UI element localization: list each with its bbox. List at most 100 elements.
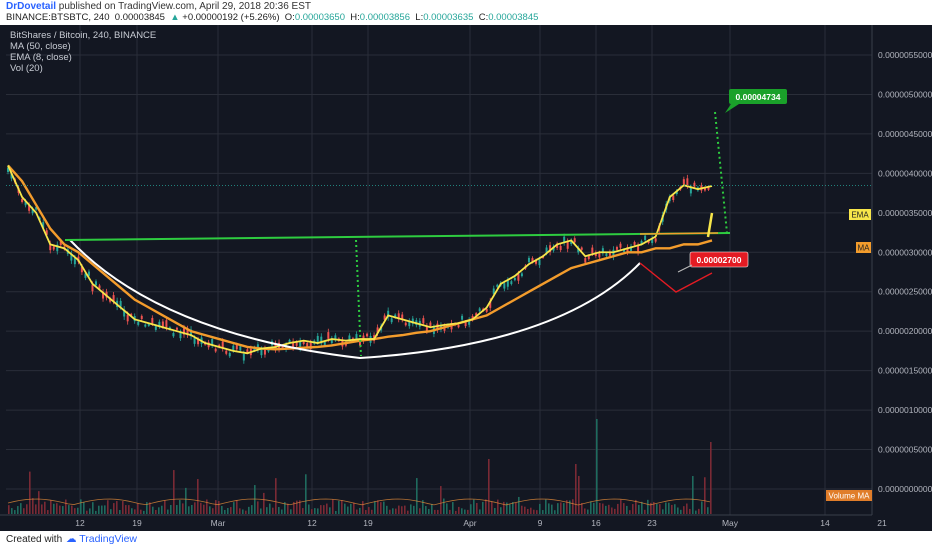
volume-bar	[281, 509, 283, 514]
volume-bar	[116, 501, 118, 514]
candle-body	[197, 339, 200, 345]
volume-bar	[68, 505, 70, 514]
candle-body	[327, 332, 330, 339]
volume-bar	[119, 510, 121, 514]
volume-bar	[536, 510, 538, 514]
candle-body	[56, 244, 59, 252]
published-text: published on TradingView.com, April 29, …	[58, 1, 311, 12]
volume-bar	[80, 499, 82, 514]
footer: Created with ☁ TradingView	[0, 531, 932, 550]
candle-body	[545, 247, 548, 253]
candle-body	[295, 342, 298, 346]
ema-axis-tag: EMA	[849, 209, 871, 220]
candle-body	[556, 243, 559, 248]
volume-bar	[179, 500, 181, 514]
volume-bar	[515, 502, 517, 514]
candle-body	[309, 342, 312, 350]
volume-bar	[173, 470, 175, 514]
volume-bar	[530, 507, 532, 514]
target-label[interactable]: 0.00004734	[725, 89, 787, 113]
candle-body	[119, 300, 122, 307]
candle-body	[70, 253, 73, 261]
legend-ema[interactable]: EMA (8, close)	[10, 52, 72, 63]
volume-bar	[602, 503, 604, 514]
target-dotted-line	[714, 111, 728, 234]
volume-bar	[113, 503, 115, 514]
y-tick-label: 0.0000015000	[878, 366, 932, 376]
close-value: 0.00003845	[488, 12, 539, 23]
volume-bar	[542, 510, 544, 514]
volume-bar	[101, 505, 103, 514]
candle-body	[387, 310, 390, 318]
candle-body	[615, 246, 618, 250]
y-tick-label: 0.0000030000	[878, 247, 932, 257]
volume-bar	[683, 506, 685, 514]
candle-body	[144, 324, 147, 327]
volume-bar	[245, 510, 247, 514]
volume-bar	[47, 510, 49, 514]
y-tick-label: 0.0000005000	[878, 445, 932, 455]
candle-body	[161, 321, 164, 327]
candle-body	[320, 336, 323, 344]
candle-body	[211, 339, 214, 346]
symbol-label: BINANCE:BTSBTC, 240	[6, 12, 110, 23]
candle-body	[355, 334, 358, 340]
volume-bar	[578, 476, 580, 514]
candle-body	[235, 344, 238, 350]
volume-bar	[590, 501, 592, 514]
y-tick-label: 0.0000035000	[878, 208, 932, 218]
x-tick-label: 9	[538, 518, 543, 528]
tradingview-logo-icon[interactable]: ☁ TradingView	[66, 533, 138, 545]
candle-body	[408, 320, 411, 327]
ma-axis-tag-text: MA	[858, 244, 871, 253]
chart-area[interactable]: 0.00004734 0.00002700 0.0000055000 0.00000…	[0, 25, 932, 531]
candle-body	[175, 327, 178, 330]
candle-body	[464, 322, 467, 327]
volume-bar	[473, 499, 475, 514]
legend-vol[interactable]: Vol (20)	[10, 63, 43, 74]
candle-body	[154, 326, 157, 330]
candle-body	[468, 319, 471, 325]
candle-body	[246, 349, 249, 353]
candle-body	[84, 273, 87, 278]
volume-ma-axis-tag-box	[826, 490, 872, 501]
volume-bar	[107, 500, 109, 514]
volume-bar	[77, 507, 79, 514]
volume-bar	[329, 507, 331, 514]
volume-bar	[692, 476, 694, 514]
volume-bar	[506, 502, 508, 514]
volume-bar	[470, 504, 472, 514]
volume-bar	[338, 500, 340, 514]
candle-body	[422, 318, 425, 324]
volume-bar	[383, 501, 385, 514]
x-tick-label: May	[722, 518, 739, 528]
candle-body	[584, 258, 587, 263]
volume-bar	[305, 474, 307, 514]
high-value: 0.00003856	[359, 12, 410, 23]
volume-bar	[476, 503, 478, 514]
candle-body	[411, 318, 414, 324]
volume-bar	[554, 510, 556, 514]
price-chart[interactable]: 0.00004734 0.00002700 0.0000055000 0.00000…	[0, 25, 932, 531]
y-tick-label: 0.0000040000	[878, 168, 932, 178]
volume-bar	[239, 508, 241, 514]
candle-body	[485, 308, 488, 312]
volume-bar	[332, 499, 334, 514]
stop-label[interactable]: 0.00002700	[677, 251, 749, 273]
volume-bar	[110, 509, 112, 514]
volume-bar	[584, 508, 586, 514]
legend-ma[interactable]: MA (50, close)	[10, 41, 71, 52]
volume-bar	[635, 499, 637, 514]
candle-body	[151, 317, 154, 324]
candle-body	[707, 187, 710, 190]
volume-bar	[161, 505, 163, 514]
candle-body	[686, 178, 689, 186]
candle-body	[510, 281, 513, 285]
y-tick-label: 0.0000010000	[878, 405, 932, 415]
author-link[interactable]: DrDovetail	[6, 1, 57, 12]
volume-bar	[371, 509, 373, 514]
candle-body	[330, 338, 333, 344]
volume-bar	[659, 504, 661, 514]
volume-bar	[608, 504, 610, 514]
publish-header: DrDovetail published on TradingView.com,…	[0, 0, 932, 25]
